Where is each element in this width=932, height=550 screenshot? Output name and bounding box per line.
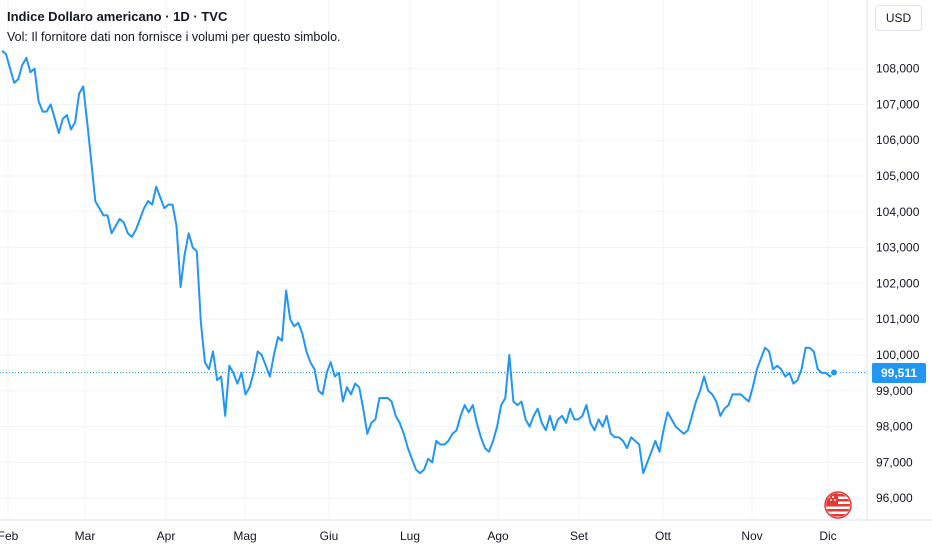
symbol-title[interactable]: Indice Dollaro americano · 1D · TVC: [7, 9, 228, 24]
x-tick-label: Giu: [320, 529, 339, 543]
chart-legend: Indice Dollaro americano · 1D · TVC Vol:…: [7, 8, 341, 46]
x-tick-label: Ott: [655, 529, 672, 543]
y-tick-label: 99,000: [876, 384, 913, 398]
y-tick-label: 101,000: [876, 312, 920, 326]
x-tick-label: Lug: [400, 529, 420, 543]
y-tick-label: 96,000: [876, 491, 913, 505]
price-axis[interactable]: 108,000 107,000 106,000 105,000 104,000 103,0…: [876, 62, 920, 506]
currency-button[interactable]: USD: [875, 5, 922, 31]
time-axis[interactable]: Feb Mar Apr Mag Giu Lug Ago Set Ott Nov Dic: [0, 529, 837, 543]
y-tick-label: 103,000: [876, 241, 920, 255]
x-tick-label: Feb: [0, 529, 19, 543]
x-tick-label: Mar: [75, 529, 96, 543]
y-tick-label: 97,000: [876, 455, 913, 469]
last-price-label: 99,511: [872, 362, 926, 383]
x-tick-label: Ago: [487, 529, 509, 543]
x-tick-label: Nov: [741, 529, 762, 543]
y-tick-label: 104,000: [876, 205, 920, 219]
y-tick-label: 107,000: [876, 97, 920, 111]
y-tick-label: 105,000: [876, 169, 920, 183]
y-tick-label: 102,000: [876, 276, 920, 290]
last-price-marker: [830, 368, 838, 377]
price-series-line: [1, 49, 835, 475]
x-tick-label: Set: [570, 529, 589, 543]
x-tick-label: Mag: [233, 529, 256, 543]
y-tick-label: 98,000: [876, 420, 913, 434]
y-tick-label: 108,000: [876, 62, 920, 76]
us-flag-icon[interactable]: [821, 491, 855, 519]
grid: [0, 0, 866, 520]
x-tick-label: Dic: [819, 529, 836, 543]
volume-note: Vol: Il fornitore dati non fornisce i vo…: [7, 30, 341, 44]
x-tick-label: Apr: [157, 529, 176, 543]
y-tick-label: 100,000: [876, 348, 920, 362]
y-tick-label: 106,000: [876, 133, 920, 147]
